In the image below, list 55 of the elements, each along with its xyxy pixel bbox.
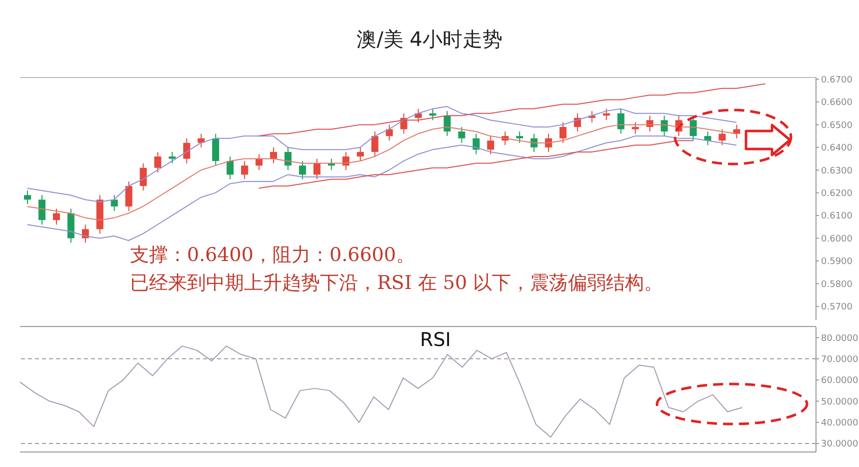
candlestick: [487, 136, 494, 155]
line-series: [258, 140, 694, 189]
y-tick-label: 0.6300: [821, 166, 853, 176]
candlestick: [733, 124, 740, 139]
line-series: [26, 136, 737, 242]
candlestick: [617, 108, 624, 134]
candlestick: [226, 156, 234, 180]
candlestick: [386, 124, 393, 142]
y-tick-label: 30.0000: [821, 440, 858, 450]
y-tick-label: 0.6000: [821, 234, 853, 244]
candlestick: [313, 158, 320, 180]
y-tick-label: 0.6100: [821, 212, 853, 222]
candlestick: [183, 138, 190, 164]
candlestick: [168, 151, 176, 164]
candlestick: [270, 146, 278, 164]
candlestick: [212, 133, 220, 166]
y-tick-label: 70.0000: [821, 354, 858, 365]
candlestick: [516, 131, 524, 144]
candlestick: [52, 208, 60, 226]
chart-title: 澳/美 4小时走势: [356, 26, 504, 53]
candlestick: [371, 131, 378, 157]
candlestick: [110, 194, 118, 212]
y-tick-label: 40.0000: [821, 418, 858, 429]
candlestick: [704, 131, 712, 146]
candlestick: [38, 194, 46, 226]
annotation: 已经来到中期上升趋势下沿，RSI 在 50 以下，震荡偏弱结构。: [130, 271, 664, 296]
chart-title: RSI: [420, 329, 451, 351]
y-tick-label: 0.6400: [821, 144, 853, 154]
y-tick-label: 80.0000: [821, 334, 858, 344]
candlestick: [125, 180, 132, 212]
candlestick: [284, 146, 292, 171]
y-tick-label: 0.5900: [821, 257, 853, 268]
candlestick: [414, 108, 422, 123]
y-tick-label: 0.6700: [821, 75, 853, 86]
y-tick-label: 0.5700: [821, 302, 853, 313]
y-tick-label: 0.5800: [821, 280, 853, 290]
line-series: [20, 346, 743, 438]
candlestick: [298, 160, 306, 180]
line-series: [258, 83, 766, 137]
y-tick-label: 50.0000: [821, 397, 858, 408]
y-tick-label: 0.6500: [821, 120, 853, 131]
candlestick: [241, 160, 248, 180]
candlestick: [24, 190, 31, 205]
candlestick: [559, 122, 566, 144]
y-tick-label: 0.6600: [821, 98, 853, 108]
candlestick: [458, 126, 466, 144]
y-tick-label: 60.0000: [821, 376, 858, 386]
candlestick: [154, 151, 162, 173]
y-tick-label: 0.6200: [821, 189, 853, 200]
candlestick: [140, 162, 147, 192]
candlestick: [718, 128, 726, 146]
annotation: 支撑：0.6400，阻力：0.6600。: [130, 243, 415, 268]
candlestick: [444, 110, 451, 137]
candlestick: [660, 115, 668, 137]
candlestick: [356, 146, 364, 162]
